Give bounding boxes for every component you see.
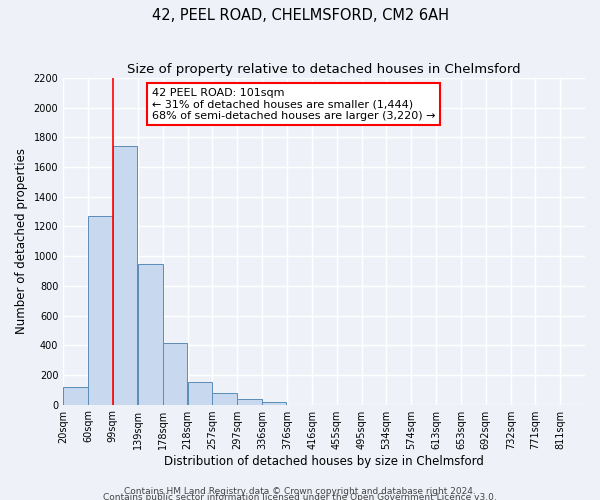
Bar bbox=[188, 382, 212, 404]
Bar bbox=[163, 343, 187, 404]
Bar bbox=[138, 264, 163, 404]
Bar bbox=[113, 146, 137, 404]
Text: Contains HM Land Registry data © Crown copyright and database right 2024.: Contains HM Land Registry data © Crown c… bbox=[124, 486, 476, 496]
Bar bbox=[88, 216, 113, 404]
Text: Contains public sector information licensed under the Open Government Licence v3: Contains public sector information licen… bbox=[103, 492, 497, 500]
Bar bbox=[262, 402, 286, 404]
Title: Size of property relative to detached houses in Chelmsford: Size of property relative to detached ho… bbox=[127, 62, 521, 76]
Text: 42 PEEL ROAD: 101sqm
← 31% of detached houses are smaller (1,444)
68% of semi-de: 42 PEEL ROAD: 101sqm ← 31% of detached h… bbox=[152, 88, 436, 121]
Y-axis label: Number of detached properties: Number of detached properties bbox=[15, 148, 28, 334]
Bar bbox=[63, 387, 88, 404]
Bar bbox=[238, 400, 262, 404]
X-axis label: Distribution of detached houses by size in Chelmsford: Distribution of detached houses by size … bbox=[164, 454, 484, 468]
Text: 42, PEEL ROAD, CHELMSFORD, CM2 6AH: 42, PEEL ROAD, CHELMSFORD, CM2 6AH bbox=[151, 8, 449, 22]
Bar bbox=[212, 392, 236, 404]
